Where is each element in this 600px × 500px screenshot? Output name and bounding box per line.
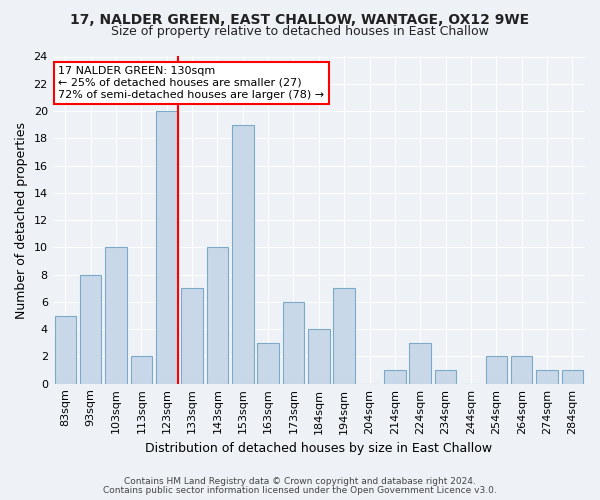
Bar bbox=[308, 329, 329, 384]
Bar bbox=[435, 370, 457, 384]
Bar bbox=[156, 111, 178, 384]
Bar bbox=[206, 248, 228, 384]
Bar bbox=[55, 316, 76, 384]
Bar bbox=[536, 370, 558, 384]
Bar bbox=[232, 124, 254, 384]
Bar bbox=[80, 274, 101, 384]
Bar bbox=[485, 356, 507, 384]
Bar bbox=[257, 343, 279, 384]
X-axis label: Distribution of detached houses by size in East Challow: Distribution of detached houses by size … bbox=[145, 442, 493, 455]
Text: 17 NALDER GREEN: 130sqm
← 25% of detached houses are smaller (27)
72% of semi-de: 17 NALDER GREEN: 130sqm ← 25% of detache… bbox=[58, 66, 324, 100]
Text: Contains public sector information licensed under the Open Government Licence v3: Contains public sector information licen… bbox=[103, 486, 497, 495]
Bar bbox=[409, 343, 431, 384]
Bar bbox=[384, 370, 406, 384]
Text: Size of property relative to detached houses in East Challow: Size of property relative to detached ho… bbox=[111, 25, 489, 38]
Bar bbox=[562, 370, 583, 384]
Bar bbox=[283, 302, 304, 384]
Bar bbox=[181, 288, 203, 384]
Bar bbox=[105, 248, 127, 384]
Text: Contains HM Land Registry data © Crown copyright and database right 2024.: Contains HM Land Registry data © Crown c… bbox=[124, 477, 476, 486]
Text: 17, NALDER GREEN, EAST CHALLOW, WANTAGE, OX12 9WE: 17, NALDER GREEN, EAST CHALLOW, WANTAGE,… bbox=[70, 12, 530, 26]
Y-axis label: Number of detached properties: Number of detached properties bbox=[15, 122, 28, 318]
Bar bbox=[511, 356, 532, 384]
Bar bbox=[131, 356, 152, 384]
Bar bbox=[334, 288, 355, 384]
